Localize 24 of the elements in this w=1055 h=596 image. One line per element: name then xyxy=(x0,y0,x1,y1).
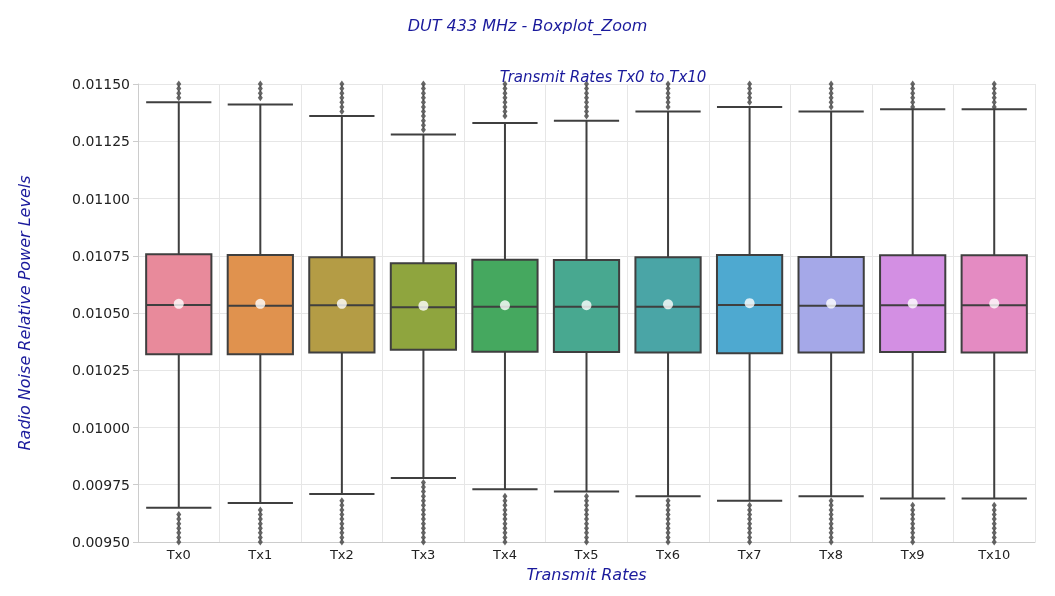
y-tick-label: 0.01050 xyxy=(72,305,130,321)
chart-title: DUT 433 MHz - Boxplot_Zoom xyxy=(407,15,648,36)
x-tick-label: Tx0 xyxy=(165,547,191,562)
x-tick-label: Tx6 xyxy=(655,547,680,562)
chart-subtitle: Transmit Rates Tx0 to Tx10 xyxy=(499,67,707,86)
x-tick-label: Tx2 xyxy=(328,547,354,562)
x-tick-label: Tx7 xyxy=(736,547,762,562)
y-tick-label: 0.01100 xyxy=(72,190,130,207)
y-axis-title: Radio Noise Relative Power Levels xyxy=(14,175,34,451)
x-tick-label: Tx8 xyxy=(818,547,844,562)
x-tick-label: Tx1 xyxy=(247,547,273,562)
y-tick-label: 0.01000 xyxy=(72,419,130,436)
y-tick-label: 0.01125 xyxy=(72,133,130,150)
x-tick-label: Tx10 xyxy=(977,547,1011,562)
y-tick-label: 0.00950 xyxy=(72,534,130,550)
y-tick-label: 0.00975 xyxy=(72,476,130,493)
y-tick-label: 0.01025 xyxy=(72,362,130,379)
y-tick-label: 0.01075 xyxy=(72,247,130,264)
x-tick-label: Tx3 xyxy=(410,547,436,562)
x-tick-label: Tx5 xyxy=(573,547,599,562)
x-tick-label: Tx4 xyxy=(492,547,517,562)
y-tick-label: 0.01150 xyxy=(72,76,130,92)
x-axis-title: Transmit Rates xyxy=(526,564,647,584)
x-tick-label: Tx9 xyxy=(899,547,925,562)
